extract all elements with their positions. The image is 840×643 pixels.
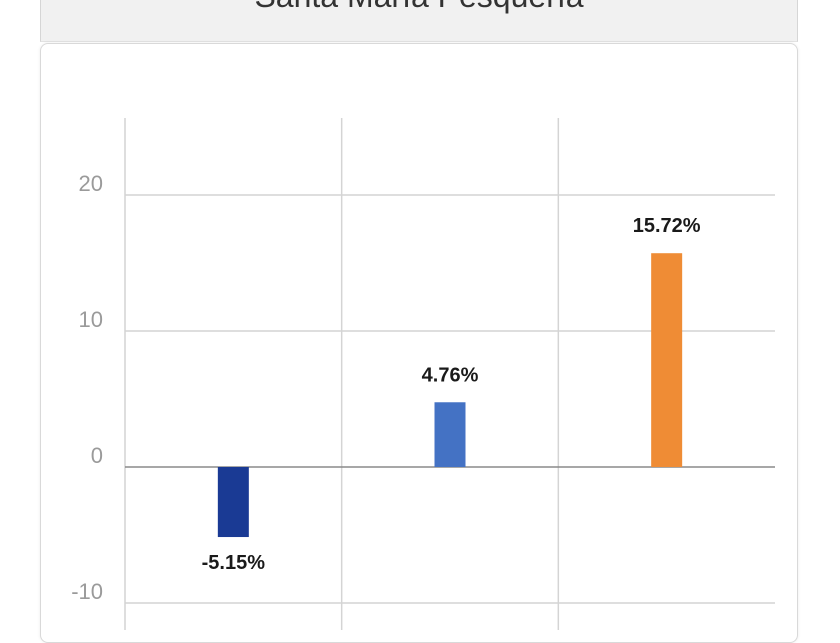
y-tick-label: 10: [79, 307, 103, 332]
chart-header: Santa María Pesquería: [40, 0, 798, 42]
bar: [217, 467, 249, 538]
y-tick-label: -10: [71, 579, 103, 604]
bar-chart: -10 0 10 20 -5.15% 4.76% 15.72%: [71, 118, 775, 630]
y-tick-label: 20: [79, 171, 103, 196]
chart-title: Santa María Pesquería: [41, 0, 797, 15]
y-tick-label: 0: [91, 443, 103, 468]
data-label: -5.15%: [202, 552, 266, 574]
bar: [651, 253, 683, 467]
bar: [434, 402, 466, 467]
data-label: 15.72%: [633, 215, 701, 237]
data-label: 4.76%: [422, 364, 479, 386]
